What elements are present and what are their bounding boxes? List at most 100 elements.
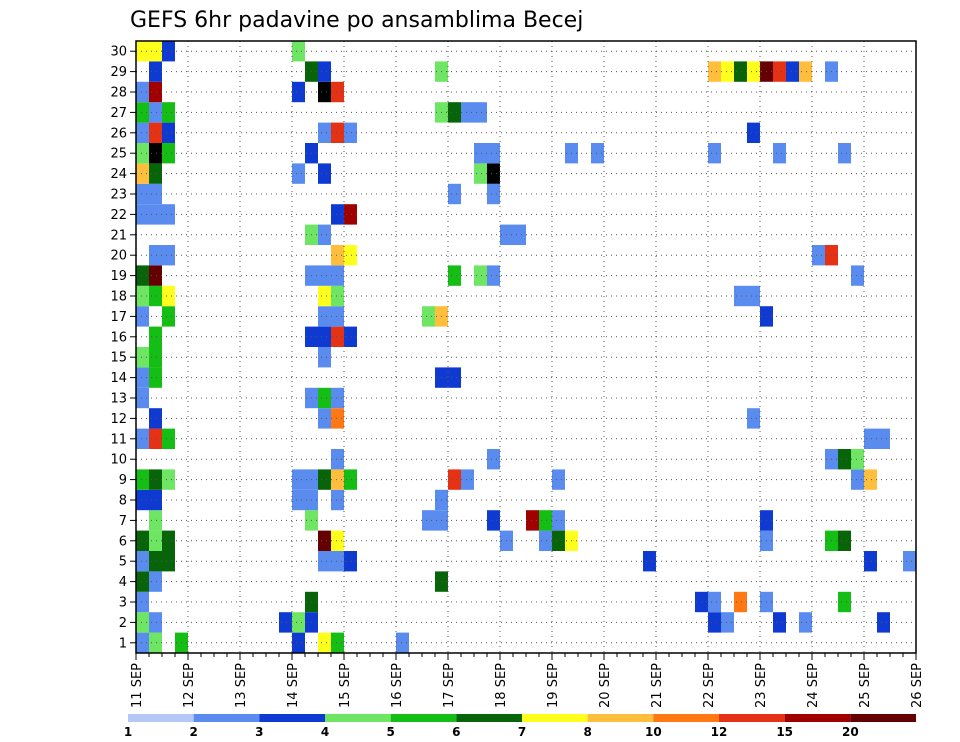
heatmap-cell (708, 61, 721, 82)
heatmap-cell (292, 632, 305, 653)
heatmap-cell (331, 632, 344, 653)
heatmap-cell (149, 102, 162, 123)
heatmap-cell (448, 469, 461, 490)
heatmap-cell (162, 245, 175, 266)
x-tick-label: 13 SEP (234, 663, 249, 708)
heatmap-cell (149, 551, 162, 572)
colorbar-swatch (850, 714, 916, 722)
colorbar-label: 2 (189, 725, 197, 739)
heatmap-cell (708, 143, 721, 164)
heatmap-cell (136, 367, 149, 388)
heatmap-cell (318, 61, 331, 82)
colorbar-swatch (193, 714, 260, 722)
x-tick-label: 11 SEP (130, 663, 145, 708)
y-tick-label: 10 (110, 453, 127, 468)
heatmap-cell (149, 41, 162, 62)
heatmap-cell (864, 551, 877, 572)
colorbar-swatch (259, 714, 325, 722)
y-tick-label: 3 (119, 596, 127, 611)
heatmap-cell (526, 510, 539, 531)
y-tick-label: 19 (110, 269, 127, 284)
x-tick-label: 26 SEP (910, 663, 925, 708)
colorbar-label: 12 (711, 725, 728, 739)
heatmap-cell (487, 510, 500, 531)
heatmap-cell (149, 469, 162, 490)
heatmap-cell (747, 61, 760, 82)
y-tick-label: 26 (110, 126, 127, 141)
y-tick-label: 9 (119, 473, 127, 488)
heatmap-cell (136, 489, 149, 511)
heatmap-cell (149, 571, 162, 592)
heatmap-cell (799, 612, 812, 633)
heatmap-cell (448, 102, 461, 123)
x-tick-label: 18 SEP (494, 663, 509, 708)
heatmap-cell (344, 204, 357, 225)
heatmap-cell (149, 81, 162, 103)
x-tick-label: 19 SEP (546, 663, 561, 708)
heatmap-cell (734, 591, 747, 613)
heatmap-cell (487, 163, 500, 184)
colorbar-swatch (784, 714, 851, 722)
heatmap-cell (318, 163, 331, 184)
heatmap-cell (162, 551, 175, 572)
y-tick-label: 7 (119, 514, 127, 529)
y-tick-label: 18 (110, 290, 127, 305)
heatmap-cell (331, 551, 344, 572)
x-tick-label: 16 SEP (390, 663, 405, 708)
heatmap-cell (331, 326, 344, 347)
heatmap-cell (721, 61, 734, 82)
heatmap-cell (136, 591, 149, 613)
heatmap-cell (318, 81, 331, 103)
heatmap-cell (487, 143, 500, 164)
colorbar-label: 3 (255, 725, 263, 739)
heatmap-cell (331, 469, 344, 490)
heatmap-cell (331, 81, 344, 103)
heatmap-cell (838, 449, 851, 470)
y-tick-label: 22 (110, 208, 127, 223)
heatmap-cell (318, 387, 331, 409)
colorbar-label: 6 (452, 725, 460, 739)
y-tick-label: 12 (110, 412, 127, 427)
heatmap-cell (838, 530, 851, 551)
heatmap-cell (396, 632, 409, 653)
x-tick-label: 24 SEP (806, 663, 821, 708)
heatmap-cell (292, 81, 305, 103)
heatmap-cell (838, 143, 851, 164)
heatmap-cell (162, 428, 175, 449)
colorbar-label: 20 (842, 725, 859, 739)
heatmap-cell (318, 326, 331, 347)
heatmap-cell (773, 612, 786, 633)
heatmap-cell (344, 551, 357, 572)
colorbar-label: 8 (583, 725, 591, 739)
heatmap-cell (318, 551, 331, 572)
x-tick-label: 25 SEP (858, 663, 873, 708)
heatmap-cell (552, 469, 565, 490)
heatmap-cell (331, 265, 344, 286)
heatmap-cell (331, 285, 344, 307)
colorbar-label: 10 (645, 725, 662, 739)
colorbar-swatch (325, 714, 391, 722)
heatmap-cell (149, 612, 162, 633)
heatmap-cell (331, 245, 344, 266)
heatmap-cell (136, 571, 149, 592)
heatmap-cell (292, 489, 305, 511)
heatmap-cell (149, 367, 162, 388)
heatmap-cell (331, 449, 344, 470)
heatmap-cell (331, 204, 344, 225)
y-tick-label: 30 (110, 45, 127, 60)
heatmap-cell (539, 510, 552, 531)
heatmap-cell (474, 143, 487, 164)
heatmap-cell (149, 510, 162, 531)
heatmap-cell (344, 326, 357, 347)
heatmap-cell (292, 163, 305, 184)
heatmap-cell (864, 428, 877, 449)
heatmap-cell (786, 61, 799, 82)
heatmap-cell (149, 326, 162, 347)
y-tick-label: 17 (110, 310, 127, 325)
colorbar-label: 7 (518, 725, 526, 739)
heatmap-cell (552, 510, 565, 531)
y-tick-label: 27 (110, 106, 127, 121)
heatmap-cell (149, 408, 162, 429)
heatmap-cell (149, 143, 162, 164)
heatmap-cell (162, 143, 175, 164)
